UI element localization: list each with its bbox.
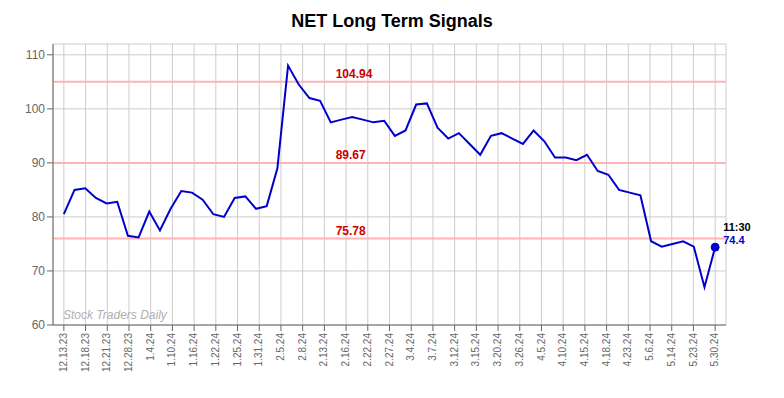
svg-text:12.13.23: 12.13.23: [58, 333, 69, 372]
svg-text:5.14.24: 5.14.24: [666, 333, 677, 367]
svg-text:3.12.24: 3.12.24: [449, 333, 460, 367]
svg-text:90: 90: [32, 156, 46, 170]
svg-text:110: 110: [26, 48, 45, 62]
svg-text:12.21.23: 12.21.23: [101, 333, 112, 372]
svg-text:2.8.24: 2.8.24: [297, 333, 308, 361]
svg-text:2.5.24: 2.5.24: [275, 333, 286, 361]
svg-text:1.25.24: 1.25.24: [232, 333, 243, 367]
svg-text:100: 100: [25, 102, 45, 116]
svg-text:Stock Traders Daily: Stock Traders Daily: [63, 308, 168, 322]
svg-text:3.15.24: 3.15.24: [470, 333, 481, 367]
svg-text:5.6.24: 5.6.24: [644, 333, 655, 361]
svg-text:5.23.24: 5.23.24: [688, 333, 699, 367]
svg-text:1.10.24: 1.10.24: [167, 333, 178, 367]
svg-text:3.20.24: 3.20.24: [492, 333, 503, 367]
svg-text:2.16.24: 2.16.24: [340, 333, 351, 367]
svg-text:60: 60: [32, 318, 46, 332]
svg-text:1.4.24: 1.4.24: [145, 333, 156, 361]
svg-text:104.94: 104.94: [336, 67, 373, 81]
svg-text:11:30: 11:30: [723, 221, 751, 233]
svg-text:74.4: 74.4: [723, 234, 745, 246]
svg-text:89.67: 89.67: [336, 148, 366, 162]
svg-text:80: 80: [32, 210, 46, 224]
html-text:NET Long Term Signals: NET Long Term Signals: [291, 11, 493, 31]
svg-text:3.26.24: 3.26.24: [514, 333, 525, 367]
svg-text:5.30.24: 5.30.24: [709, 333, 720, 367]
svg-text:70: 70: [32, 264, 46, 278]
svg-text:3.7.24: 3.7.24: [427, 333, 438, 361]
svg-text:2.13.24: 2.13.24: [318, 333, 329, 367]
svg-text:4.15.24: 4.15.24: [579, 333, 590, 367]
svg-text:12.18.23: 12.18.23: [80, 333, 91, 372]
svg-text:1.16.24: 1.16.24: [188, 333, 199, 367]
svg-text:4.5.24: 4.5.24: [536, 333, 547, 361]
svg-text:12.28.23: 12.28.23: [123, 333, 134, 372]
svg-text:2.27.24: 2.27.24: [384, 333, 395, 367]
svg-text:75.78: 75.78: [336, 224, 366, 238]
svg-text:1.22.24: 1.22.24: [210, 333, 221, 367]
svg-text:4.23.24: 4.23.24: [622, 333, 633, 367]
svg-text:4.18.24: 4.18.24: [601, 333, 612, 367]
svg-text:3.4.24: 3.4.24: [405, 333, 416, 361]
svg-text:2.22.24: 2.22.24: [362, 333, 373, 367]
svg-text:1.31.24: 1.31.24: [253, 333, 264, 367]
svg-text:4.10.24: 4.10.24: [557, 333, 568, 367]
